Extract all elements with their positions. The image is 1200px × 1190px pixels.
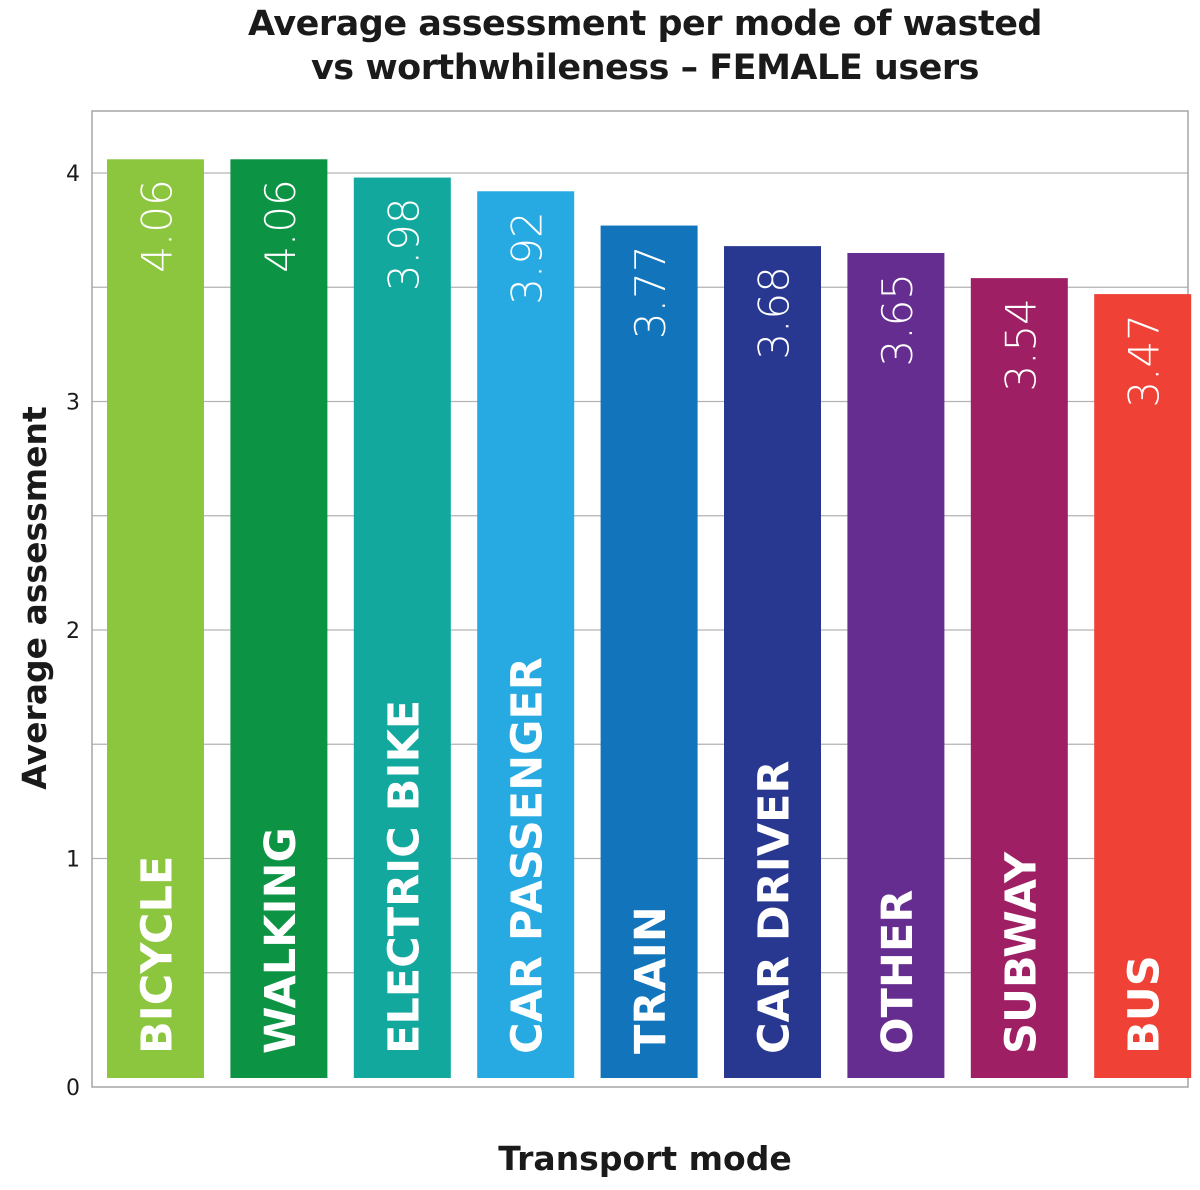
- bar-category-label: TRAIN: [626, 906, 676, 1054]
- y-axis-ticks: 0 1 2 3 4: [66, 162, 80, 1101]
- bar: [1094, 294, 1192, 1079]
- bar: [847, 252, 945, 1079]
- y-tick-label: 0: [66, 1076, 80, 1101]
- bar: [724, 246, 821, 1078]
- bar-value-label: 3.54: [996, 298, 1045, 392]
- chart-title-line-1: Average assessment per mode of wasted: [248, 4, 1042, 44]
- bar-value-label: 3.68: [750, 266, 799, 360]
- bar: [230, 159, 328, 1079]
- bar-category-label: WALKING: [256, 827, 306, 1054]
- bar-value-label: 3.98: [379, 198, 428, 292]
- bar: [477, 191, 575, 1078]
- bar-category-label: CAR PASSENGER: [503, 657, 553, 1054]
- bar: [600, 225, 698, 1078]
- x-axis-title: Transport mode: [498, 1139, 791, 1178]
- bar-category-label: CAR DRIVER: [750, 761, 800, 1054]
- bar: [353, 177, 451, 1078]
- y-tick-label: 1: [66, 848, 80, 873]
- bar-value-label: 4.06: [133, 179, 182, 273]
- bar-category-label: BUS: [1120, 955, 1170, 1054]
- bar-category-label: SUBWAY: [996, 851, 1046, 1054]
- bar: [970, 278, 1068, 1078]
- bar-value-label: 3.92: [503, 211, 552, 305]
- bar-value-label: 3.77: [626, 246, 675, 340]
- y-tick-label: 2: [66, 619, 80, 644]
- bars: 4.06 BICYCLE 4.06 WALKING 3.98 ELECTRIC BIKE 3…: [107, 159, 1192, 1079]
- bar-value-label: 3.47: [1120, 314, 1169, 408]
- y-axis-title: Average assessment: [15, 406, 54, 790]
- bar-category-label: BICYCLE: [133, 856, 183, 1054]
- y-tick-label: 4: [66, 162, 80, 187]
- chart-title-line-2: vs worthwhileness – FEMALE users: [310, 48, 980, 88]
- bar-category-label: OTHER: [873, 890, 923, 1054]
- bar-value-label: 4.06: [256, 179, 305, 273]
- bar-category-label: ELECTRIC BIKE: [379, 700, 429, 1054]
- bar: [107, 159, 204, 1079]
- bar-value-label: 3.65: [873, 273, 922, 367]
- chart-title: Average assessment per mode of wasted vs…: [0, 2, 1200, 90]
- y-tick-label: 3: [66, 391, 80, 416]
